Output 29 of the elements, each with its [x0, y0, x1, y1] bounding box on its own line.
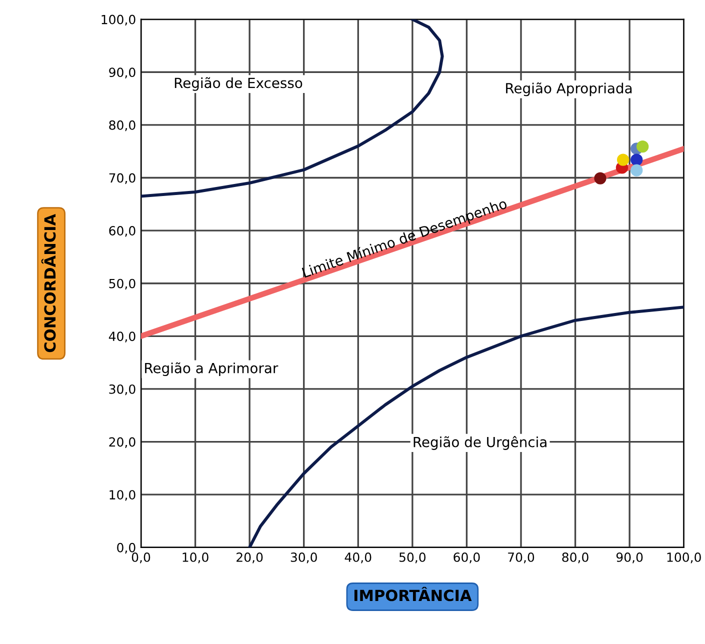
x-tick-label: 30,0	[290, 552, 317, 564]
x-tick-label: 60,0	[454, 552, 480, 564]
x-tick-label: 0,0	[132, 552, 150, 564]
y-tick-label: 100,0	[102, 14, 136, 26]
x-tick-label: 80,0	[562, 552, 588, 564]
annotation: Região a Aprimorar	[145, 362, 278, 376]
x-tick-label: 70,0	[508, 552, 534, 564]
y-tick-label: 0,0	[117, 542, 136, 554]
y-tick-label: 60,0	[109, 226, 136, 237]
y-tick-label: 50,0	[109, 278, 136, 290]
y-tick-label: 90,0	[109, 68, 136, 78]
line-series	[141, 19, 444, 198]
x-tick-label: 20,0	[236, 552, 263, 564]
y-tick-label: 80,0	[109, 120, 136, 132]
x-axis-title: IMPORTÂNCIA	[354, 586, 472, 602]
x-tick-label: 50,0	[399, 552, 426, 564]
y-tick-label: 10,0	[110, 490, 136, 501]
x-tick-label: 10,0	[182, 552, 208, 564]
annotation: Região de Urgência	[414, 436, 546, 450]
y-tick-label: 20,0	[109, 437, 136, 448]
y-tick-label: 70,0	[109, 173, 136, 184]
x-tick-label: 100,0	[667, 552, 701, 564]
y-tick-label: 30,0	[109, 384, 136, 396]
x-tick-label: 90,0	[616, 552, 643, 564]
y-axis-title: CONCORDÂNCIA	[41, 214, 56, 352]
y-tick-label: 40,0	[108, 332, 136, 342]
annotation: Região de Excesso	[174, 77, 302, 91]
x-tick-label: 40,0	[344, 552, 372, 564]
annotation: Região Apropriada	[506, 82, 632, 96]
